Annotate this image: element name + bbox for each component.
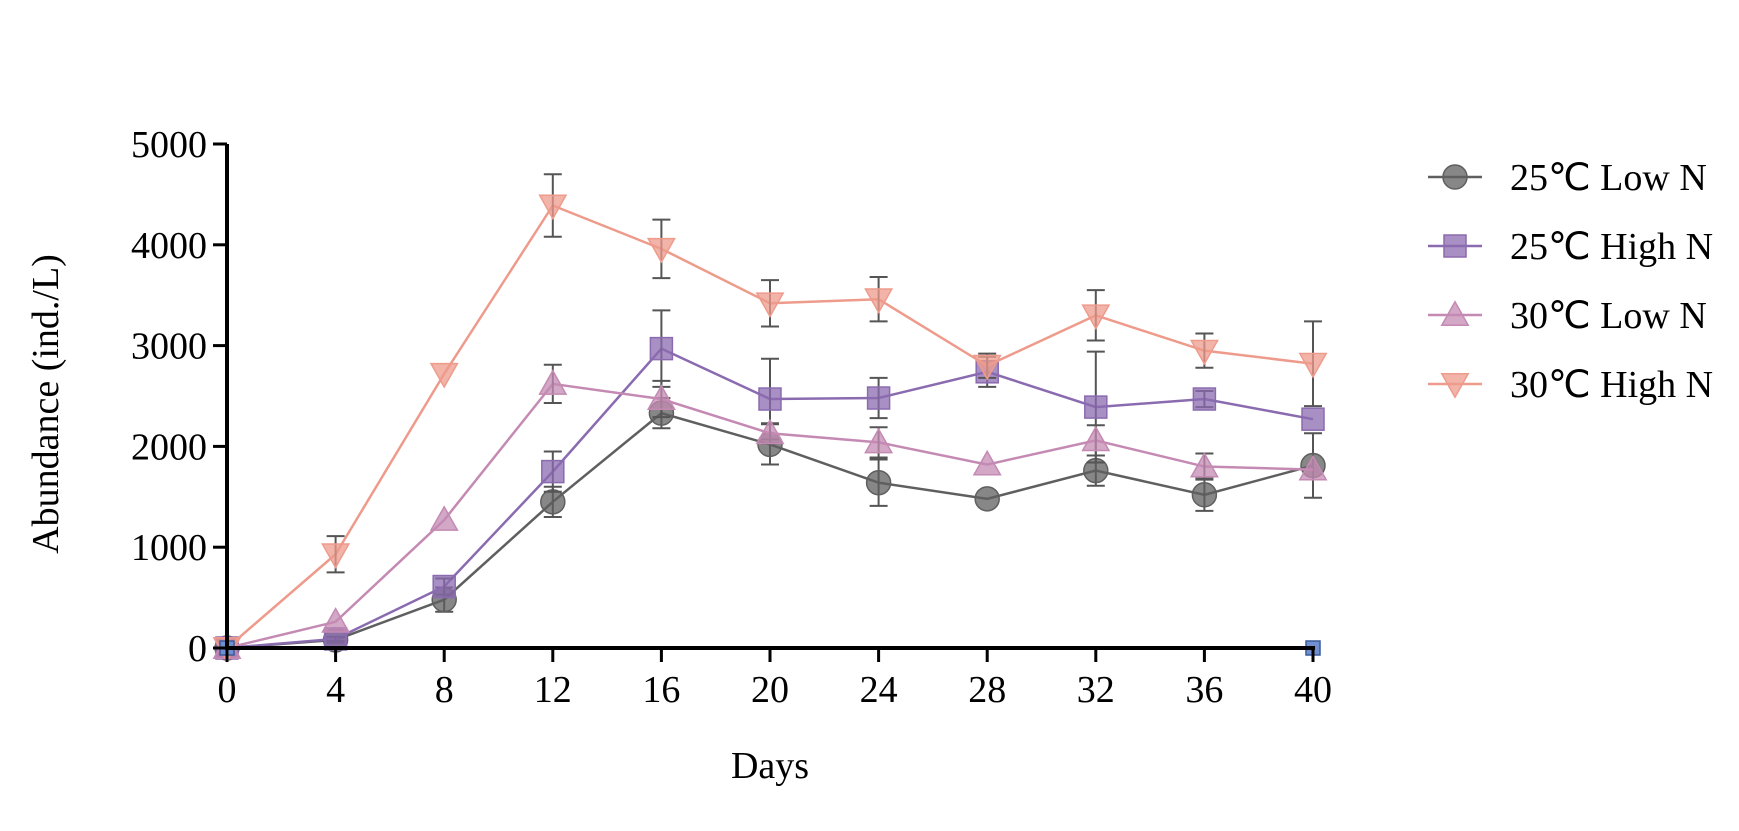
x-tick-label: 4 xyxy=(326,669,345,711)
y-tick-label: 3000 xyxy=(131,326,207,368)
legend-marker xyxy=(1440,300,1470,326)
data-point xyxy=(866,386,891,410)
data-point xyxy=(758,387,782,411)
data-point xyxy=(321,607,351,633)
y-tick-label: 0 xyxy=(188,628,207,670)
data-point xyxy=(1081,425,1111,452)
data-point xyxy=(864,427,894,454)
y-axis-title: Abundance (ind./L) xyxy=(25,254,67,554)
x-tick-label: 24 xyxy=(860,669,898,711)
legend-item: 25℃ High N xyxy=(1428,226,1713,268)
data-point xyxy=(1192,387,1217,411)
data-point xyxy=(321,543,351,569)
x-tick-label: 0 xyxy=(218,669,237,711)
legend-label: 30℃ High N xyxy=(1510,364,1713,406)
data-point xyxy=(538,369,568,395)
data-point xyxy=(1298,352,1328,379)
data-point xyxy=(541,459,565,484)
x-tick-label: 16 xyxy=(642,669,680,711)
data-point xyxy=(864,288,894,314)
data-point xyxy=(1084,395,1108,419)
axes: 0 1000 2000 3000 4000 5000 0 4 8 12 16 20 24 28 32 36 40… xyxy=(25,124,1332,787)
data-point xyxy=(1189,451,1219,478)
x-tick-label: 8 xyxy=(435,669,454,711)
data-point xyxy=(972,449,1002,476)
data-point xyxy=(1191,482,1218,508)
legend-item: 25℃ Low N xyxy=(1428,157,1707,199)
data-point xyxy=(649,336,674,361)
y-tick-label: 2000 xyxy=(131,426,207,468)
x-tick-label: 32 xyxy=(1077,669,1115,711)
data-point xyxy=(538,194,568,221)
legend-item: 30℃ High N xyxy=(1428,364,1713,406)
legend-item: 30℃ Low N xyxy=(1428,295,1707,337)
legend-marker xyxy=(1440,373,1470,399)
x-tick-label: 20 xyxy=(751,669,789,711)
x-tick-label: 28 xyxy=(968,669,1006,711)
x-tick-label: 40 xyxy=(1294,669,1332,711)
data-point xyxy=(646,384,676,410)
legend-label: 30℃ Low N xyxy=(1510,295,1707,337)
series-4 xyxy=(212,173,1328,663)
data-point xyxy=(1298,454,1328,481)
data-point xyxy=(755,292,785,318)
data-point xyxy=(1301,407,1325,431)
data-point xyxy=(1081,304,1111,331)
legend-marker xyxy=(1442,164,1468,190)
data-point xyxy=(540,489,566,515)
data-point xyxy=(974,486,1000,512)
data-point xyxy=(429,362,459,389)
legend-marker xyxy=(1443,234,1467,258)
x-tick-label: 36 xyxy=(1185,669,1223,711)
data-point xyxy=(1189,339,1219,366)
data-point xyxy=(865,469,892,496)
x-tick-label: 12 xyxy=(534,669,572,711)
y-tick-label: 1000 xyxy=(131,527,207,569)
legend-label: 25℃ High N xyxy=(1510,226,1713,268)
data-point xyxy=(429,505,459,531)
data-point xyxy=(646,237,676,264)
y-tick-label: 5000 xyxy=(131,124,207,166)
x-axis-title: Days xyxy=(731,745,809,787)
y-tick-label: 4000 xyxy=(131,225,207,267)
plot-area xyxy=(212,173,1328,663)
data-point xyxy=(755,418,785,445)
data-point xyxy=(432,574,456,599)
legend: 25℃ Low N 25℃ High N 30℃ Low N 30℃ High N xyxy=(1428,157,1713,406)
legend-label: 25℃ Low N xyxy=(1510,157,1707,199)
data-point xyxy=(972,354,1002,381)
